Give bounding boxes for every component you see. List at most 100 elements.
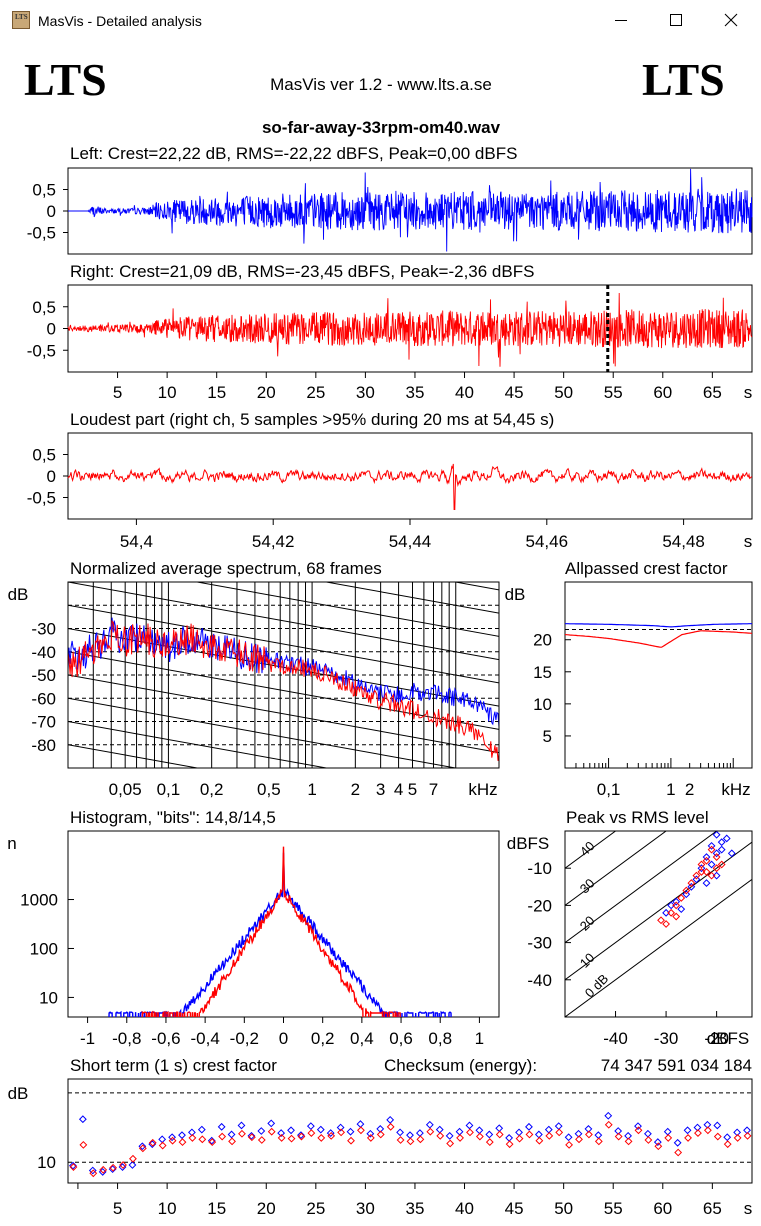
- crest-point: [466, 1128, 474, 1137]
- x-unit-label: kHz: [468, 780, 497, 799]
- crest-point: [475, 1132, 484, 1141]
- x-tick-label: 55: [604, 383, 623, 402]
- plot-frame: [564, 581, 753, 769]
- slope-line: [68, 489, 499, 567]
- slope-line: [68, 697, 459, 768]
- x-unit-label: s: [744, 532, 753, 551]
- histogram-trace: [141, 846, 401, 1017]
- crest-point: [218, 1132, 227, 1141]
- y-tick-label: 0: [47, 202, 56, 221]
- scatter-point: [707, 845, 716, 854]
- analysis-canvas: LTS LTS MasVis ver 1.2 - www.lts.a.se so…: [8, 54, 753, 1218]
- x-tick-label: 0,5: [257, 780, 281, 799]
- crest-point: [287, 1126, 295, 1135]
- crest-point: [515, 1134, 524, 1143]
- title-bar[interactable]: LTS MasVis - Detailed analysis: [0, 0, 761, 42]
- x-tick-label: 10: [158, 1199, 177, 1218]
- scatter-point: [657, 916, 665, 925]
- slope-line: [68, 604, 499, 684]
- diagonal-label: 10: [577, 950, 598, 971]
- x-tick-label: 54,4: [120, 532, 153, 551]
- x-tick-label: 50: [554, 383, 573, 402]
- scatter-point: [712, 871, 721, 880]
- crest-point: [565, 1140, 574, 1149]
- x-tick-label: 3: [376, 780, 385, 799]
- plot-frame: [67, 1078, 753, 1184]
- crest-point: [713, 1121, 722, 1130]
- crest-point: [425, 1120, 434, 1129]
- crest-point: [267, 1127, 276, 1136]
- diagonal-label: 40: [577, 838, 598, 859]
- y-tick-label: -50: [31, 666, 56, 685]
- app-icon[interactable]: LTS: [12, 11, 30, 29]
- window-title: MasVis - Detailed analysis: [38, 13, 202, 29]
- peak-rms-title: Peak vs RMS level: [566, 808, 709, 827]
- crest-point: [78, 1115, 87, 1124]
- crest-point: [178, 1131, 186, 1140]
- crest-diagonal: [565, 831, 617, 869]
- y-tick-label: -10: [527, 859, 552, 878]
- x-tick-label: 15: [207, 1199, 226, 1218]
- x-unit-label: s: [744, 1199, 753, 1218]
- crest-point: [406, 1137, 415, 1146]
- right-title: Right: Crest=21,09 dB, RMS=-23,45 dBFS, …: [70, 262, 534, 281]
- crest-point: [673, 1138, 682, 1147]
- crest-point: [435, 1125, 444, 1134]
- scatter-point: [672, 901, 681, 910]
- spectrum-chart: dB-30 -40 -50 -60 -70 -80 0,05 0,1 0,2 0,5 1 2 3 4 5 7 k…: [8, 489, 500, 799]
- crest-point: [148, 1138, 157, 1147]
- crest-point: [564, 1133, 573, 1142]
- crest-point: [515, 1128, 523, 1137]
- crest-point: [713, 1132, 722, 1141]
- spectrum-title: Normalized average spectrum, 68 frames: [70, 559, 382, 578]
- crest-diagonal: [565, 831, 667, 907]
- crest-point: [644, 1136, 653, 1144]
- x-tick-label: 0,8: [428, 1029, 452, 1048]
- crest-point: [237, 1121, 246, 1130]
- scatter-point: [687, 879, 696, 887]
- left-title: Left: Crest=22,22 dB, RMS=-22,22 dBFS, P…: [70, 144, 517, 163]
- scatter-point: [662, 920, 670, 928]
- minimize-button[interactable]: [599, 0, 645, 42]
- scatter-point: [722, 834, 731, 843]
- crest-point: [703, 1126, 712, 1135]
- crest-point: [386, 1122, 395, 1131]
- x-tick-label: 4: [394, 780, 403, 799]
- y-tick-label: 10: [533, 695, 552, 714]
- crest-point: [138, 1144, 147, 1153]
- crest-trace: [564, 630, 753, 648]
- crest-point: [138, 1142, 147, 1151]
- crest-point: [198, 1135, 207, 1144]
- crest-diagonal: [565, 831, 718, 944]
- x-tick-label: 0,1: [597, 780, 621, 799]
- y-tick-label: 0: [47, 320, 56, 339]
- loudest-part-waveform: 0,5 0 -0,5 54,4 54,42 54,44 54,46 54,48 s: [27, 432, 753, 551]
- crest-point: [257, 1136, 266, 1144]
- x-tick-label: 54,42: [252, 532, 295, 551]
- x-unit-label: dBFS: [707, 1029, 750, 1048]
- y-tick-label: 0,5: [32, 298, 56, 317]
- close-button[interactable]: [709, 0, 755, 42]
- crest-point: [525, 1122, 533, 1131]
- crest-point: [227, 1130, 236, 1139]
- y-tick-label: 10: [37, 1153, 56, 1172]
- y-tick-label: 0,5: [32, 181, 56, 200]
- crest-point: [247, 1131, 256, 1140]
- crest-point: [346, 1127, 355, 1136]
- scatter-point: [702, 856, 711, 865]
- scatter-point: [712, 849, 721, 858]
- crest-point: [88, 1166, 97, 1175]
- crest-point: [89, 1169, 98, 1178]
- scatter-point: [702, 853, 711, 861]
- crest-point: [604, 1120, 613, 1129]
- crest-point: [694, 1129, 702, 1137]
- crest-point: [197, 1125, 206, 1134]
- crest-point: [455, 1127, 464, 1136]
- diagonal-label: 30: [577, 876, 598, 897]
- maximize-button[interactable]: [654, 0, 700, 42]
- crest-point: [594, 1131, 603, 1140]
- scatter-point: [717, 838, 726, 847]
- crest-point: [485, 1130, 494, 1139]
- crest-point: [684, 1134, 692, 1142]
